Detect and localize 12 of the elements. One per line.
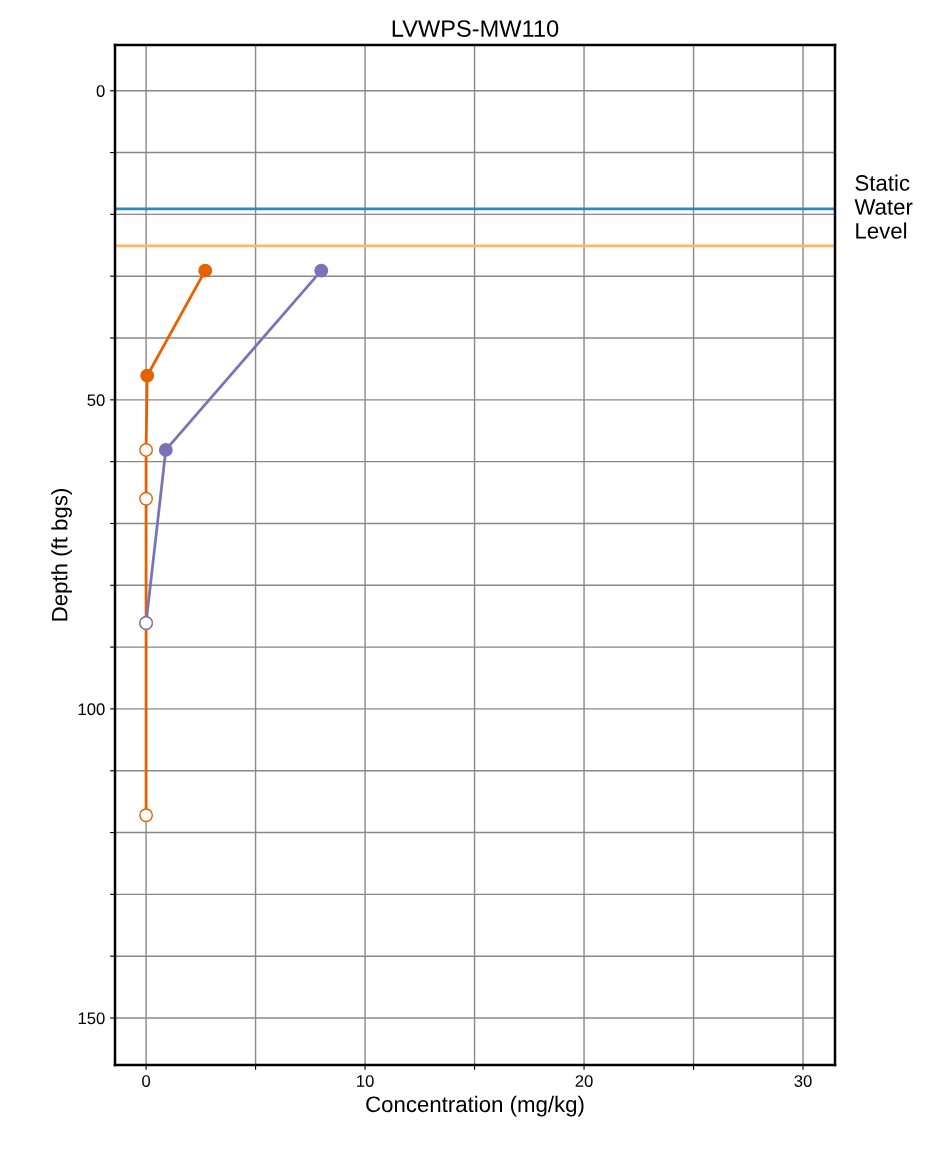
y-axis-title: Depth (ft bgs) [51, 489, 72, 621]
ref-line-label: Static Water Level [854, 174, 913, 239]
x-axis-title: Concentration (mg/kg) [366, 1095, 584, 1117]
x-tick-label: 0 [142, 1075, 151, 1087]
y-tick-label: 0 [96, 85, 105, 97]
x-tick-label: 30 [794, 1075, 812, 1087]
y-tick-label: 150 [78, 1012, 105, 1025]
x-tick-label: 20 [575, 1075, 593, 1087]
y-tick-label: 100 [78, 703, 105, 716]
chart-title: LVWPS-MW110 [392, 20, 559, 37]
x-tick-label: 10 [357, 1075, 374, 1087]
y-tick-label: 50 [87, 394, 105, 407]
